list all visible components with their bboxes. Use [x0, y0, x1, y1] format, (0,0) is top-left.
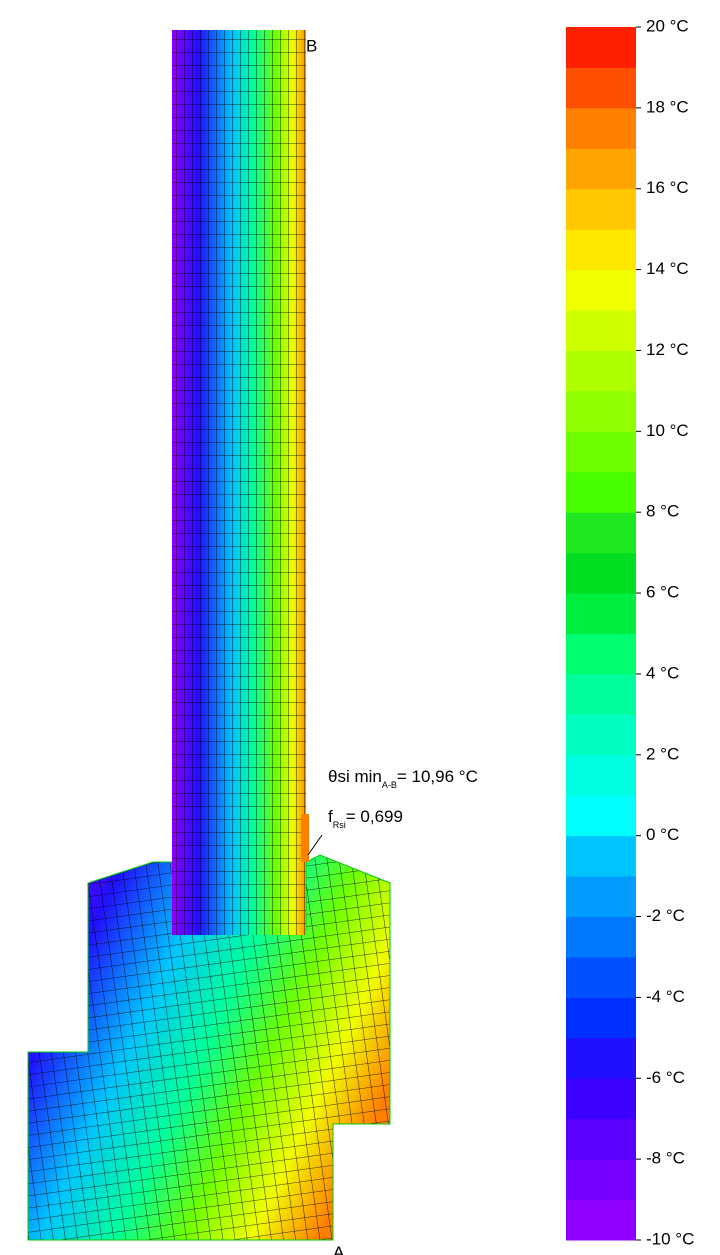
colorbar-band [566, 472, 636, 513]
point-label: A [333, 1243, 345, 1255]
wall-mesh [172, 30, 306, 935]
colorbar-band [566, 67, 636, 108]
tick-label: 0 °C [646, 825, 679, 844]
colorbar-band [566, 593, 636, 634]
annotation: fRsi= 0,699 [328, 807, 403, 830]
colorbar-band [566, 27, 636, 68]
tick-label: 12 °C [646, 340, 689, 359]
colorbar-band [566, 795, 636, 836]
colorbar-band [566, 674, 636, 715]
colorbar-band [566, 1119, 636, 1160]
tick-label: -8 °C [646, 1149, 685, 1168]
colorbar-band [566, 553, 636, 594]
colorbar-band [566, 1078, 636, 1119]
colorbar-band [566, 1159, 636, 1200]
colorbar-band [566, 108, 636, 149]
colorbar-band [566, 957, 636, 998]
tick-label: -10 °C [646, 1229, 694, 1248]
colorbar-band [566, 512, 636, 553]
pointer [308, 835, 322, 855]
annotation-text: θsi min [328, 767, 382, 786]
tick-label: 16 °C [646, 178, 689, 197]
colorbar-band [566, 270, 636, 311]
tick-label: -4 °C [646, 987, 685, 1006]
annotation: θsi minA-B= 10,96 °C [328, 767, 478, 790]
colorbar-band [566, 634, 636, 675]
colorbar-band [566, 836, 636, 877]
tick-label: -6 °C [646, 1068, 685, 1087]
colorbar-band [566, 229, 636, 270]
tick-label: 2 °C [646, 744, 679, 763]
colorbar-band [566, 148, 636, 189]
colorbar-band [566, 917, 636, 958]
colorbar-band [566, 189, 636, 230]
annotation-sub: A-B [382, 780, 397, 790]
tick-label: 18 °C [646, 97, 689, 116]
colorbar-band [566, 714, 636, 755]
colorbar-band [566, 431, 636, 472]
tick-label: 20 °C [646, 16, 689, 35]
chart: B A θsi minA-B= 10,96 °C fRsi= 0,699 20 … [0, 0, 720, 1255]
tick-label: 8 °C [646, 502, 679, 521]
tick-label: 10 °C [646, 421, 689, 440]
colorbar-band [566, 1038, 636, 1079]
colorbar-band [566, 876, 636, 917]
colorbar-band [566, 997, 636, 1038]
annotation-sub: Rsi [333, 820, 346, 830]
colorbar-band [566, 310, 636, 351]
point-label: B [306, 36, 317, 55]
annotation-text: = 0,699 [346, 807, 403, 826]
field [28, 30, 390, 1240]
tick-label: -2 °C [646, 906, 685, 925]
tick-label: 4 °C [646, 663, 679, 682]
colorbar-band [566, 1200, 636, 1241]
tick-label: 14 °C [646, 259, 689, 278]
colorbar: 20 °C 18 °C 16 °C 14 °C 12 °C 10 °C 8 °C 6 °C 4 … [566, 16, 694, 1248]
colorbar-band [566, 350, 636, 391]
annotation-text: = 10,96 °C [397, 767, 478, 786]
colorbar-band [566, 391, 636, 432]
colorbar-band [566, 755, 636, 796]
tick-label: 6 °C [646, 583, 679, 602]
